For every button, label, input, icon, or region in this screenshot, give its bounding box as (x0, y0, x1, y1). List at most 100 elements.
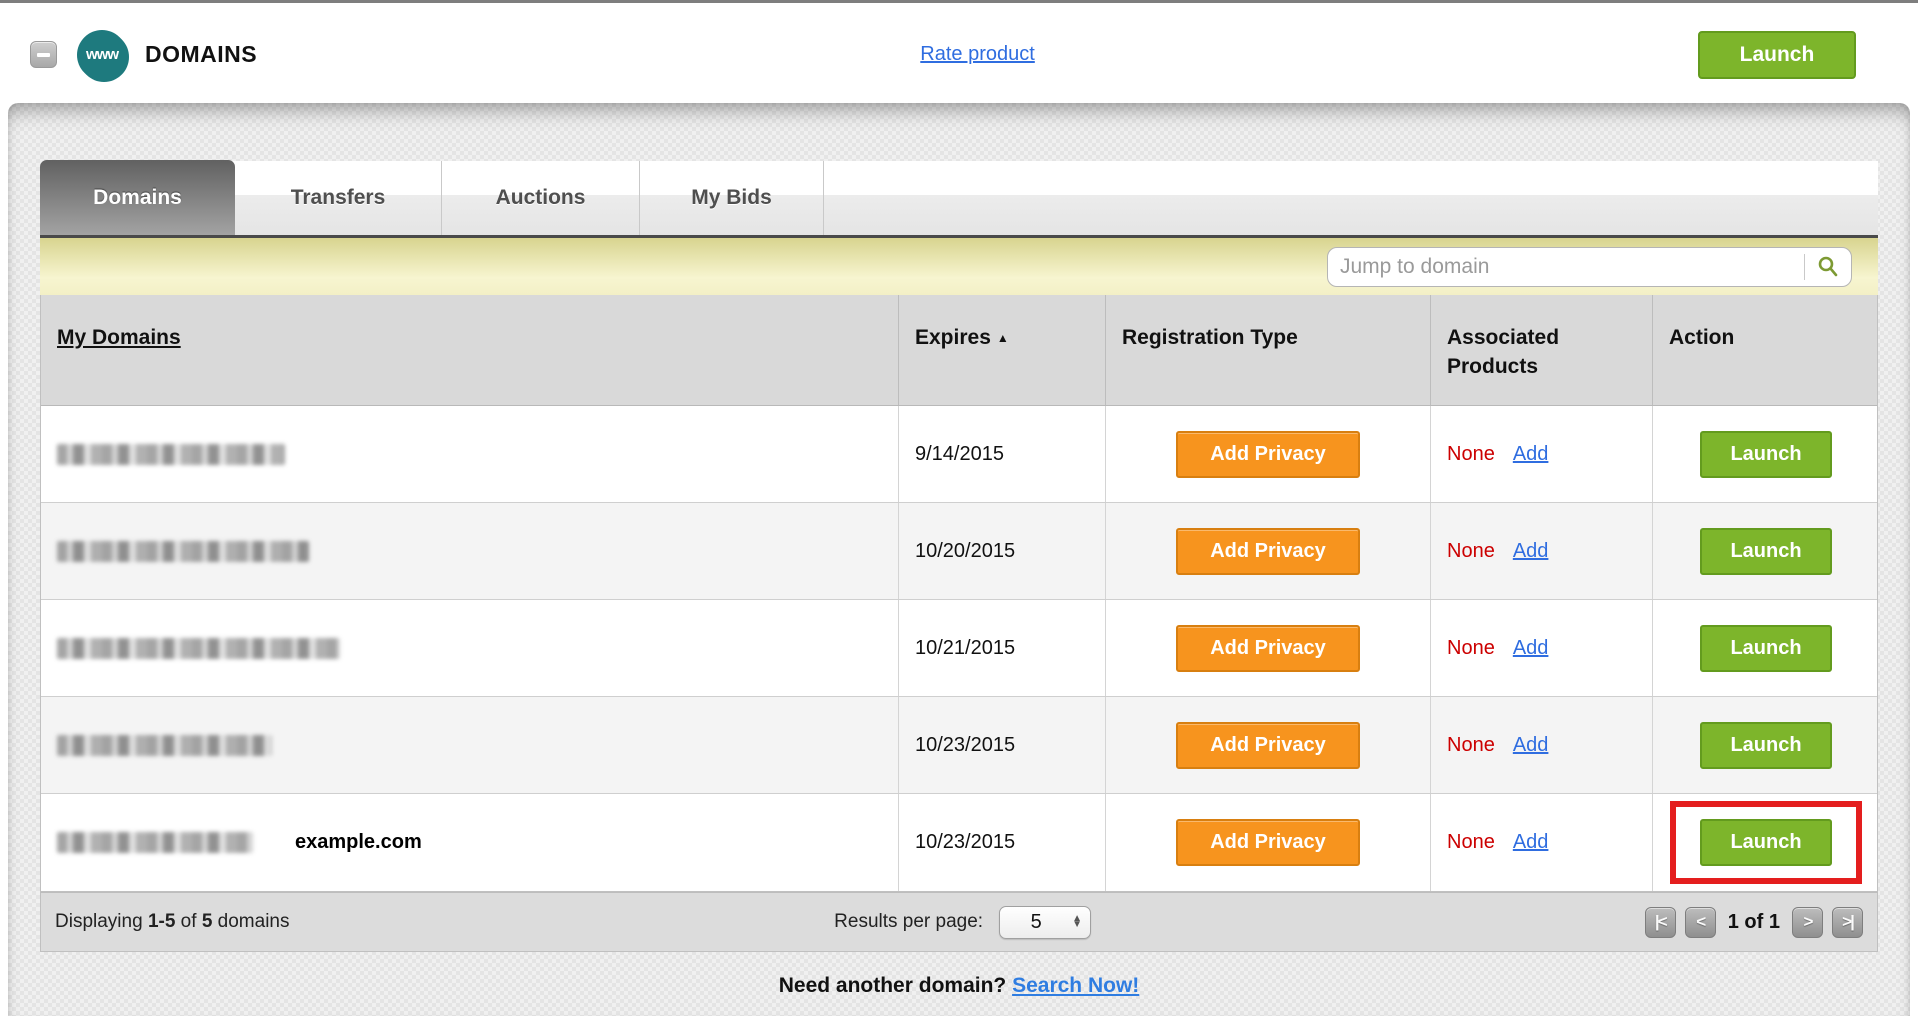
table-row: 10/20/2015 Add Privacy None Add Launch (41, 503, 1877, 600)
action-cell: Launch (1653, 503, 1879, 599)
column-header-my-domains: My Domains (41, 295, 899, 405)
www-globe-icon: www (77, 29, 127, 80)
results-per-page-select[interactable]: 5 ▲ ▼ (999, 905, 1092, 939)
registration-type-cell: Add Privacy (1106, 794, 1431, 891)
search-now-link[interactable]: Search Now! (1012, 974, 1140, 997)
redacted-domain-name (57, 832, 253, 853)
collapse-button[interactable] (30, 41, 57, 68)
action-cell: Launch (1653, 600, 1879, 696)
app-header: www DOMAINS Rate product Launch (0, 6, 1918, 103)
add-privacy-button[interactable]: Add Privacy (1176, 624, 1360, 672)
domain-cell (41, 600, 899, 696)
redacted-domain-name (57, 734, 272, 756)
add-privacy-button[interactable]: Add Privacy (1176, 527, 1360, 575)
expires-cell: 10/23/2015 (899, 794, 1106, 891)
registration-type-cell: Add Privacy (1106, 697, 1431, 793)
column-header-registration-type: Registration Type (1106, 295, 1431, 405)
table-row: example.com 10/23/2015 Add Privacy None … (41, 794, 1877, 891)
expires-cell: 9/14/2015 (899, 406, 1106, 502)
column-header-associated-products: Associated Products (1431, 295, 1653, 405)
jump-to-domain-box (1327, 246, 1852, 287)
redacted-domain-name (57, 443, 285, 465)
bottom-margin (8, 1016, 1910, 1030)
add-privacy-button[interactable]: Add Privacy (1176, 819, 1360, 866)
tab-auctions[interactable]: Auctions (442, 161, 640, 235)
pagination: |< < 1 of 1 > >| (1636, 906, 1863, 938)
registration-type-cell: Add Privacy (1106, 600, 1431, 696)
add-product-link[interactable]: Add (1512, 733, 1549, 756)
tab-bar-filler (824, 161, 1878, 235)
associated-products-cell: None Add (1431, 503, 1653, 599)
table-header-row: My Domains Expires ▲ Registration Type As… (41, 295, 1877, 406)
table-row: 10/21/2015 Add Privacy None Add Launch (41, 600, 1877, 697)
domain-cell (41, 503, 899, 599)
associated-products-cell: None Add (1431, 600, 1653, 696)
my-domains-sort-link[interactable]: My Domains (57, 326, 181, 349)
add-product-link[interactable]: Add (1512, 539, 1549, 562)
tab-transfers[interactable]: Transfers (235, 161, 442, 235)
sort-asc-icon: ▲ (996, 331, 1009, 345)
redacted-domain-name (57, 637, 340, 659)
launch-button[interactable]: Launch (1700, 721, 1832, 769)
last-page-button[interactable]: >| (1831, 906, 1863, 938)
associated-products-cell: None Add (1431, 697, 1653, 793)
header-launch-button[interactable]: Launch (1697, 30, 1856, 79)
associated-none-label: None (1447, 831, 1495, 853)
expires-cell: 10/20/2015 (899, 503, 1106, 599)
tab-my-bids[interactable]: My Bids (640, 161, 824, 235)
add-privacy-button[interactable]: Add Privacy (1176, 430, 1360, 478)
associated-none-label: None (1447, 442, 1495, 465)
domains-table: My Domains Expires ▲ Registration Type As… (40, 295, 1878, 892)
page-title: DOMAINS (145, 41, 258, 67)
launch-button[interactable]: Launch (1700, 624, 1832, 672)
first-page-button[interactable]: |< (1644, 906, 1676, 938)
need-domain-prompt: Need another domain? Search Now! (778, 974, 1140, 997)
minus-icon (37, 52, 50, 57)
registration-type-cell: Add Privacy (1106, 406, 1431, 502)
column-header-expires[interactable]: Expires ▲ (899, 295, 1106, 405)
content-area: Domains Transfers Auctions My Bids (8, 103, 1910, 1016)
expires-cell: 10/21/2015 (899, 600, 1106, 696)
column-header-action: Action (1669, 326, 1735, 349)
tab-domains[interactable]: Domains (40, 160, 235, 235)
page-count-label: 1 of 1 (1727, 910, 1780, 933)
domain-cell (41, 406, 899, 502)
add-product-link[interactable]: Add (1512, 831, 1549, 853)
action-cell: Launch (1653, 406, 1879, 502)
registration-type-cell: Add Privacy (1106, 503, 1431, 599)
red-highlight-box: Launch (1670, 801, 1862, 884)
displaying-summary: Displaying 1-5 of 5 domains (55, 911, 290, 932)
results-per-page-group: Results per page: 5 ▲ ▼ (834, 905, 1092, 939)
associated-products-cell: None Add (1431, 406, 1653, 502)
domain-annotation: example.com (295, 831, 422, 853)
action-cell: Launch (1653, 794, 1879, 891)
launch-button-highlighted[interactable]: Launch (1700, 819, 1832, 866)
launch-button[interactable]: Launch (1700, 430, 1832, 478)
search-divider (1804, 253, 1805, 280)
next-page-button[interactable]: > (1791, 906, 1823, 938)
associated-none-label: None (1447, 539, 1495, 562)
jump-to-domain-input[interactable] (1328, 254, 1804, 279)
associated-none-label: None (1447, 636, 1495, 659)
search-icon[interactable] (1805, 248, 1851, 286)
table-footer: Displaying 1-5 of 5 domains Results per … (40, 892, 1878, 952)
launch-button[interactable]: Launch (1700, 527, 1832, 575)
jump-bar (40, 238, 1878, 295)
associated-none-label: None (1447, 733, 1495, 756)
domain-cell (41, 697, 899, 793)
add-product-link[interactable]: Add (1512, 636, 1549, 659)
domain-cell: example.com (41, 794, 899, 891)
add-privacy-button[interactable]: Add Privacy (1176, 721, 1360, 769)
add-product-link[interactable]: Add (1512, 442, 1549, 465)
redacted-domain-name (57, 540, 309, 562)
action-cell: Launch (1653, 697, 1879, 793)
rate-product-link[interactable]: Rate product (920, 43, 1035, 65)
results-per-page-value: 5 (1030, 910, 1042, 933)
table-row: 10/23/2015 Add Privacy None Add Launch (41, 697, 1877, 794)
results-per-page-label: Results per page: (834, 911, 984, 932)
previous-page-button[interactable]: < (1684, 906, 1716, 938)
associated-products-cell: None Add (1431, 794, 1653, 891)
select-stepper-icon: ▲ ▼ (1072, 912, 1083, 930)
expires-cell: 10/23/2015 (899, 697, 1106, 793)
